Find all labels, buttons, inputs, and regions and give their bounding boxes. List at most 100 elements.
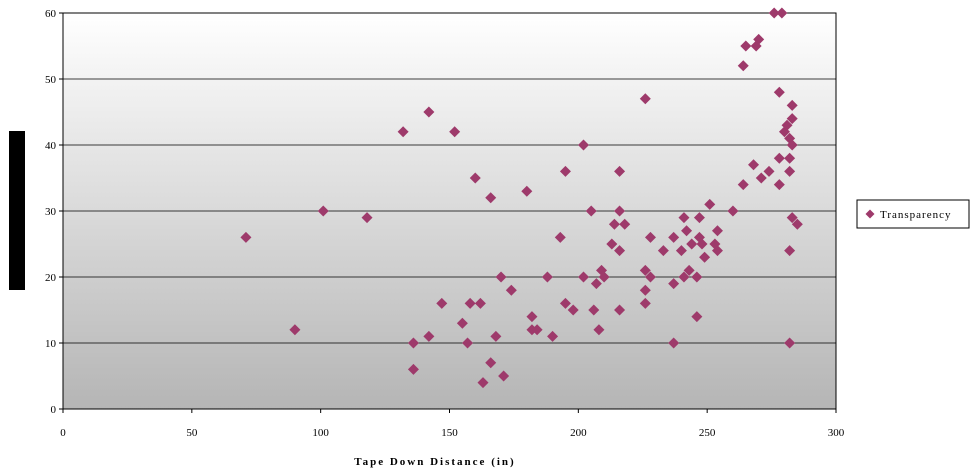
data-point	[748, 159, 760, 171]
data-point	[668, 231, 680, 243]
x-tick-label: 0	[60, 427, 66, 439]
data-point	[436, 297, 448, 309]
data-point	[740, 40, 752, 52]
y-tick-label: 50	[45, 74, 57, 86]
legend: Transparency	[856, 199, 970, 229]
data-point	[786, 212, 798, 224]
data-point	[606, 238, 618, 250]
data-point	[691, 271, 703, 283]
data-point	[474, 297, 486, 309]
data-point	[598, 271, 610, 283]
legend-marker	[865, 209, 875, 219]
data-point	[683, 264, 695, 276]
y-tick-label: 0	[51, 404, 57, 416]
y-tick-label: 20	[45, 272, 57, 284]
data-point	[781, 119, 793, 131]
y-axis-ticks: 0 10 20 30 40 50 60	[45, 8, 63, 416]
data-point	[485, 192, 497, 204]
y-tick-label: 40	[45, 140, 57, 152]
x-axis-label: Tape Down Distance (in)	[354, 456, 515, 468]
data-point	[449, 126, 461, 138]
data-point	[786, 99, 798, 111]
x-tick-label: 150	[441, 427, 458, 439]
data-point	[619, 218, 631, 230]
data-point	[704, 198, 716, 210]
x-axis-ticks: 0 50 100 150 200 250 300	[60, 409, 845, 439]
data-point	[547, 330, 559, 342]
data-point	[755, 172, 767, 184]
data-point	[588, 304, 600, 316]
data-point	[526, 311, 538, 323]
data-point	[786, 139, 798, 151]
data-point	[644, 271, 656, 283]
data-point	[317, 205, 329, 217]
data-point	[686, 238, 698, 250]
data-point	[693, 212, 705, 224]
data-point	[784, 152, 796, 164]
data-point	[423, 106, 435, 118]
data-point	[361, 212, 373, 224]
data-point	[554, 231, 566, 243]
data-point	[240, 231, 252, 243]
data-point	[567, 304, 579, 316]
data-point	[505, 284, 517, 296]
data-point	[668, 337, 680, 349]
data-point	[644, 231, 656, 243]
data-point	[397, 126, 409, 138]
x-tick-label: 300	[828, 427, 845, 439]
data-point	[678, 212, 690, 224]
data-point	[784, 165, 796, 177]
data-point	[477, 377, 489, 389]
data-point	[784, 337, 796, 349]
data-point	[678, 271, 690, 283]
data-point	[614, 205, 626, 217]
data-point	[590, 278, 602, 290]
data-point	[559, 297, 571, 309]
gridlines	[63, 78, 836, 344]
data-point	[407, 363, 419, 375]
data-point	[737, 60, 749, 72]
data-point	[763, 165, 775, 177]
y-tick-label: 30	[45, 206, 57, 218]
data-point	[498, 370, 510, 382]
data-point	[668, 278, 680, 290]
data-point	[639, 284, 651, 296]
data-point	[614, 245, 626, 257]
data-point	[464, 297, 476, 309]
data-point	[469, 172, 481, 184]
x-tick-label: 100	[312, 427, 329, 439]
x-tick-label: 250	[699, 427, 716, 439]
data-point	[531, 324, 543, 336]
data-point	[773, 86, 785, 98]
data-point	[485, 357, 497, 369]
data-point	[776, 7, 788, 19]
data-point	[490, 330, 502, 342]
data-point	[577, 271, 589, 283]
data-point	[495, 271, 507, 283]
data-point	[675, 245, 687, 257]
data-point	[456, 317, 468, 329]
data-point	[753, 33, 765, 45]
data-point	[608, 218, 620, 230]
y-tick-label: 10	[45, 338, 57, 350]
data-points	[240, 7, 803, 389]
legend-box	[856, 199, 970, 229]
data-point	[791, 218, 803, 230]
data-point	[768, 7, 780, 19]
data-point	[773, 152, 785, 164]
data-point	[541, 271, 553, 283]
data-point	[711, 245, 723, 257]
data-point	[737, 179, 749, 191]
data-point	[786, 113, 798, 125]
data-point	[462, 337, 474, 349]
y-axis-label-block	[9, 131, 25, 290]
x-tick-label: 50	[186, 427, 198, 439]
data-point	[657, 245, 669, 257]
data-point	[639, 297, 651, 309]
data-point	[727, 205, 739, 217]
data-point	[639, 93, 651, 105]
data-point	[521, 185, 533, 197]
data-point	[614, 165, 626, 177]
data-point	[711, 225, 723, 237]
data-point	[681, 225, 693, 237]
